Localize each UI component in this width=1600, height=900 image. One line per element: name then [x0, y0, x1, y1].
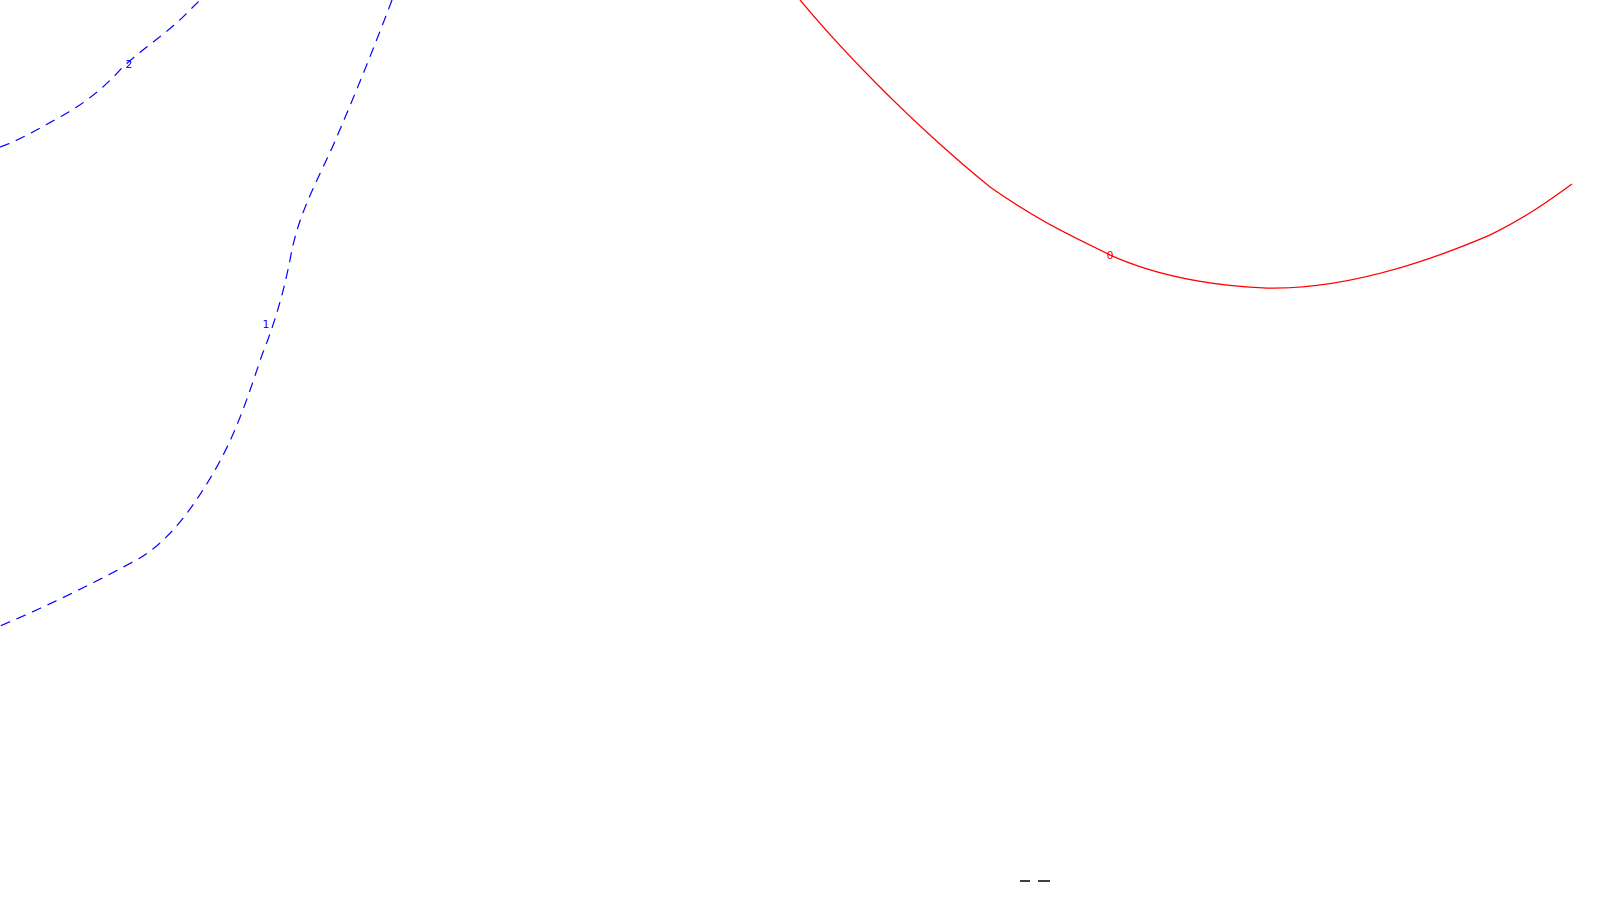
contour-line-level-0: [799, 0, 1573, 289]
contour-line-level-1: [0, 0, 393, 627]
contour-label-level-0: 0: [1107, 249, 1114, 262]
contour-line-level-2: [0, 0, 201, 148]
contour-label-level-1: 1: [263, 318, 270, 331]
contour-label-level-2: 2: [126, 58, 133, 71]
